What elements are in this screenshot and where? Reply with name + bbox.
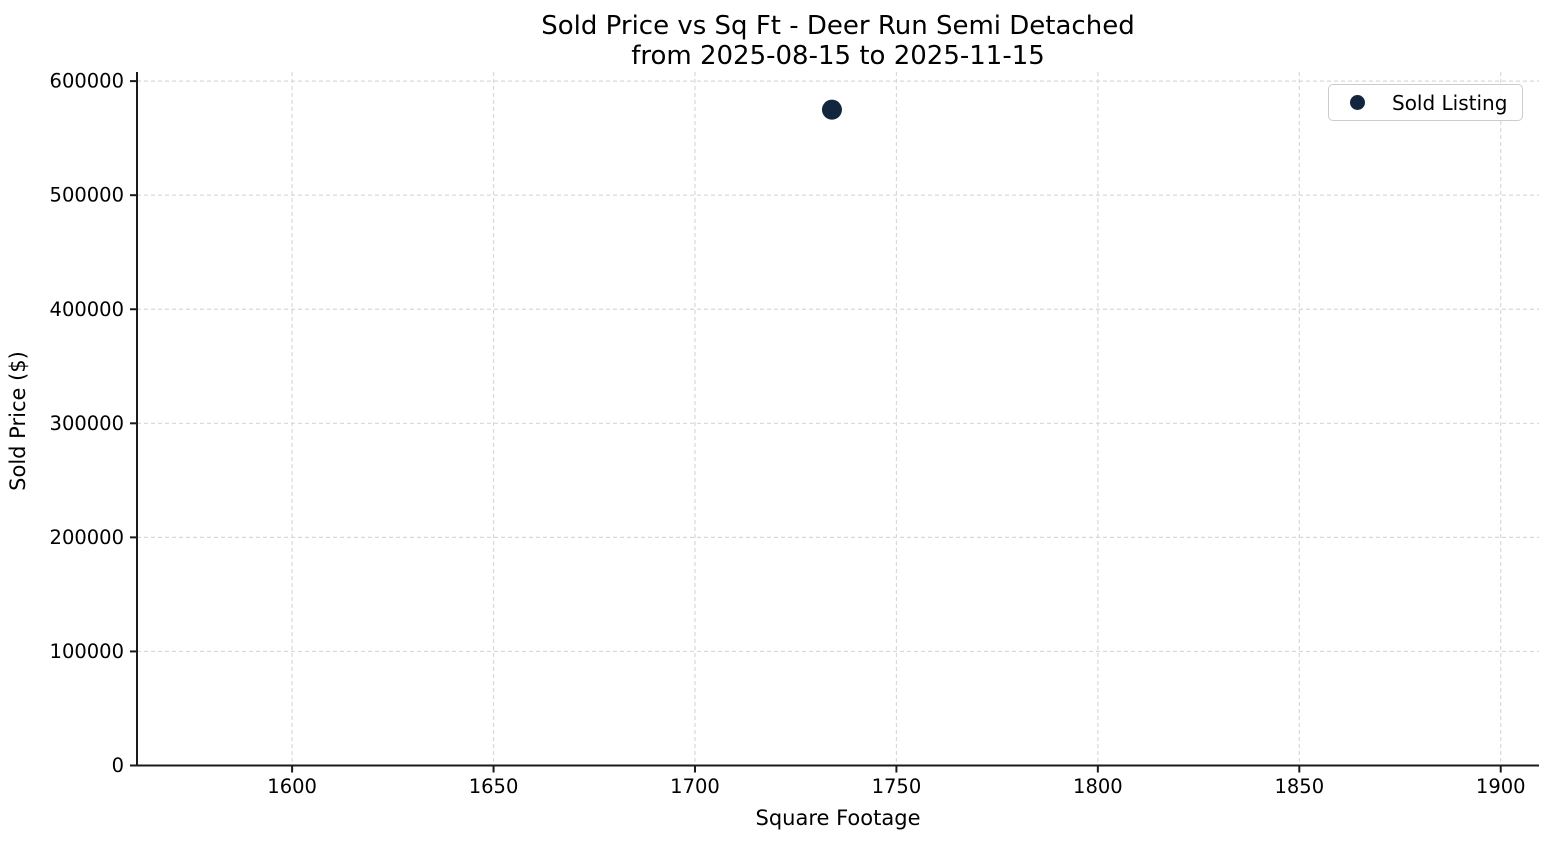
- chart-title-line1: Sold Price vs Sq Ft - Deer Run Semi Deta…: [541, 11, 1135, 41]
- x-tick-label: 1600: [267, 775, 317, 798]
- x-tick-label: 1700: [670, 775, 720, 798]
- x-axis-label: Square Footage: [755, 806, 921, 830]
- sold-listing-point: [821, 99, 842, 120]
- x-tick-label: 1650: [469, 775, 519, 798]
- x-tick-label: 1900: [1476, 775, 1526, 798]
- legend-label: Sold Listing: [1392, 90, 1508, 115]
- y-tick-label: 600000: [50, 70, 124, 93]
- y-tick-label: 200000: [50, 526, 124, 549]
- x-tick-label: 1850: [1274, 775, 1324, 798]
- y-tick-label: 100000: [50, 640, 124, 663]
- y-axis-label: Sold Price ($): [6, 351, 30, 491]
- x-tick-label: 1750: [872, 775, 922, 798]
- y-tick-label: 0: [112, 754, 124, 777]
- y-tick-label: 400000: [50, 298, 124, 321]
- chart-title-line2: from 2025-08-15 to 2025-11-15: [631, 41, 1045, 71]
- y-tick-label: 300000: [50, 412, 124, 435]
- legend-marker-dot-icon: [1350, 95, 1365, 110]
- legend: Sold Listing: [1328, 84, 1523, 121]
- y-tick-label: 500000: [50, 184, 124, 207]
- x-tick-label: 1800: [1073, 775, 1123, 798]
- chart-title: Sold Price vs Sq Ft - Deer Run Semi Deta…: [137, 11, 1539, 71]
